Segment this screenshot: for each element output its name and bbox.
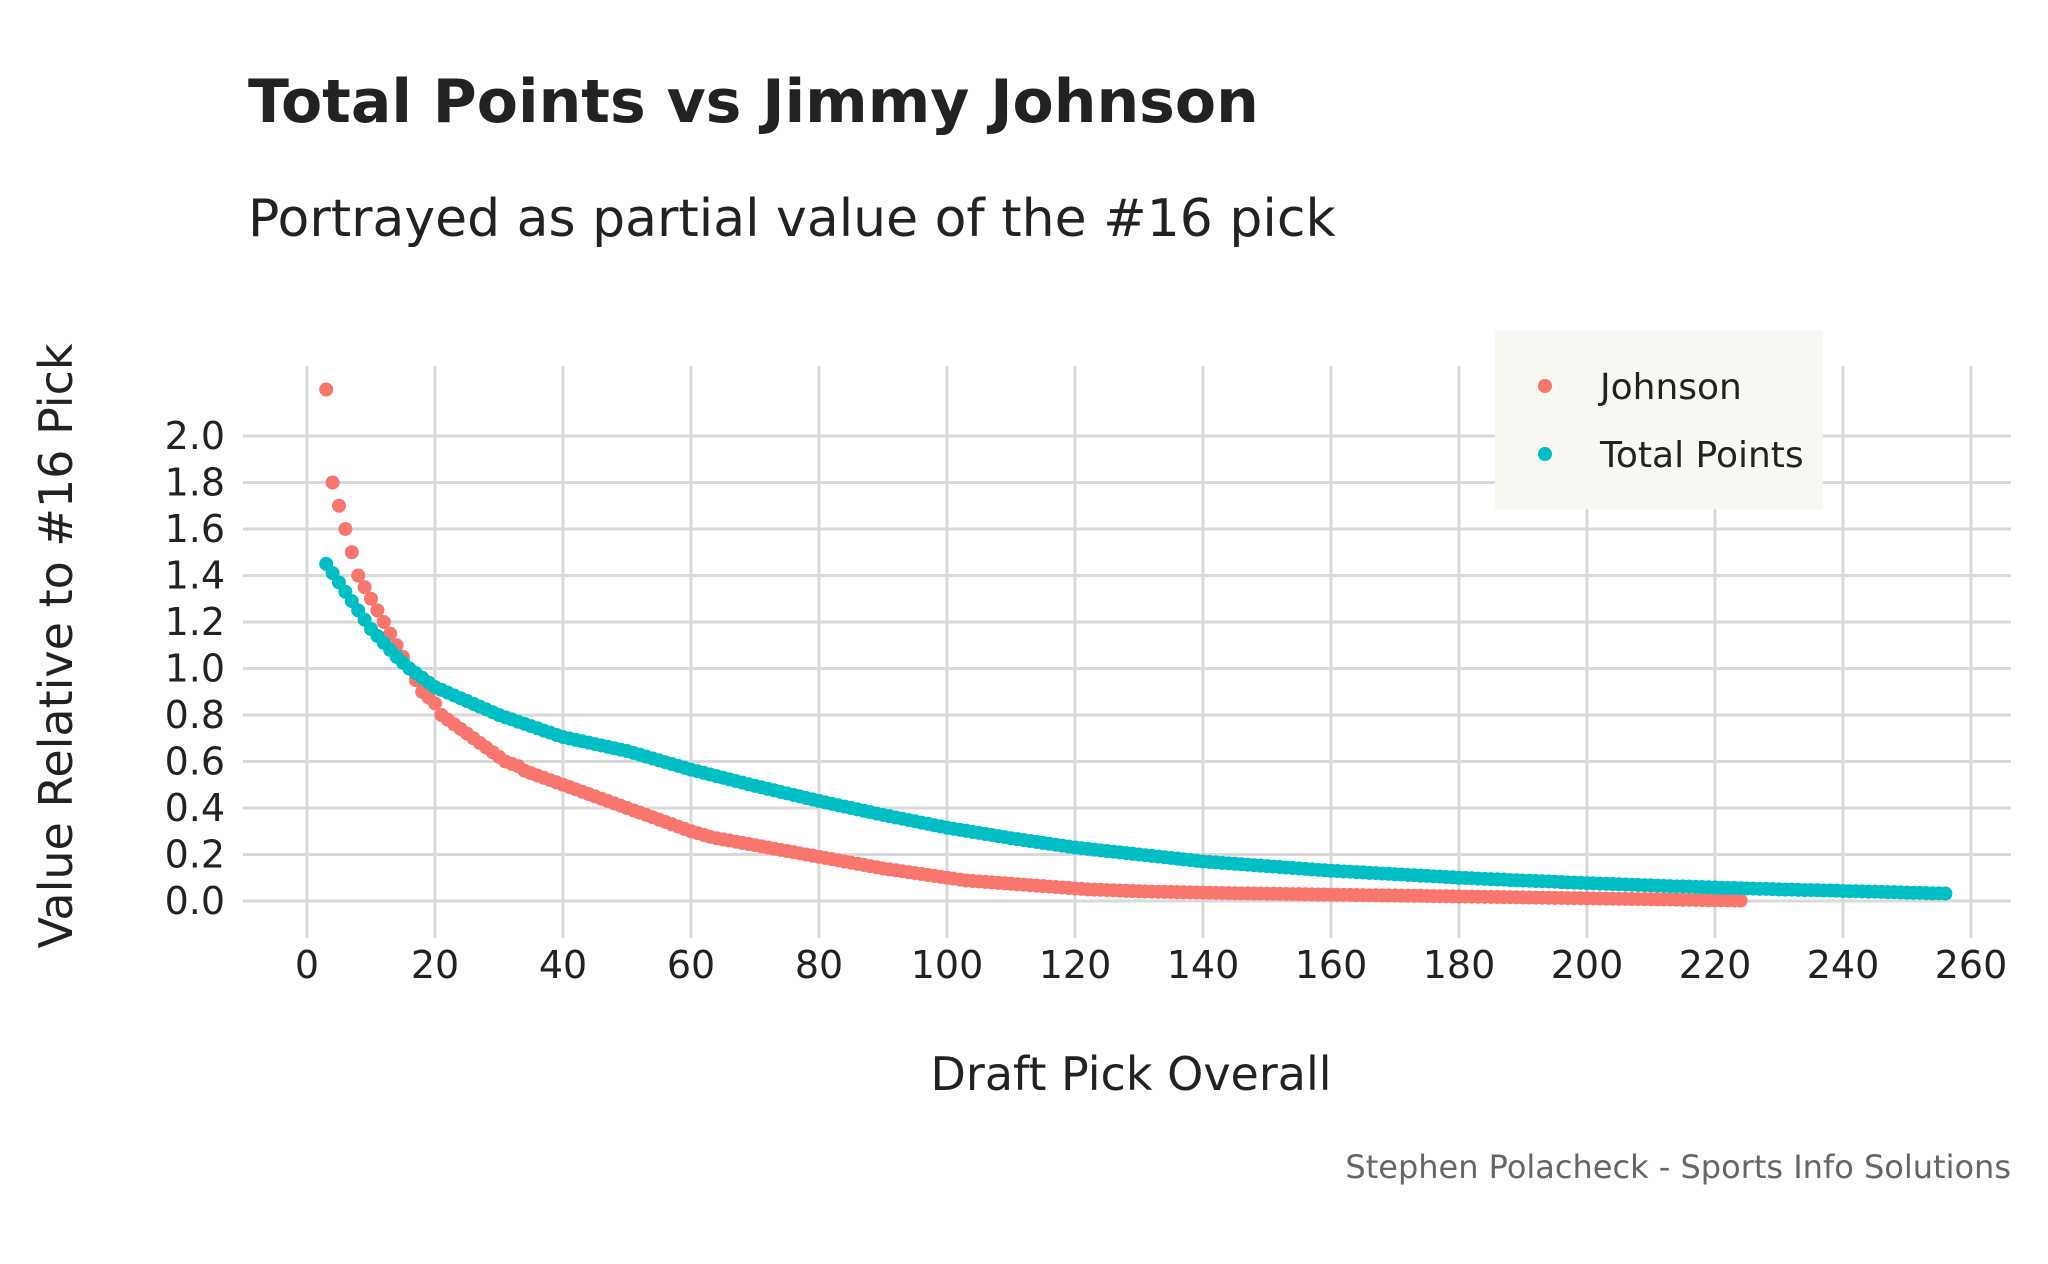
y-tick-label: 0.2: [165, 833, 225, 877]
y-tick-label: 1.8: [165, 461, 225, 505]
series-johnson: [319, 382, 1748, 908]
x-tick-label: 140: [1167, 943, 1240, 987]
point-johnson: [319, 382, 334, 397]
y-axis-title: Value Relative to #16 Pick: [29, 343, 83, 948]
point-johnson: [376, 615, 391, 629]
point-johnson: [1733, 893, 1748, 908]
data-points: [319, 382, 1953, 908]
series-total-points: [319, 556, 1953, 901]
legend: Johnson Total Points: [1495, 331, 1823, 509]
chart-subtitle: Portrayed as partial value of the #16 pi…: [248, 189, 1336, 249]
point-johnson: [364, 591, 378, 606]
point-johnson: [370, 603, 385, 618]
point-johnson: [325, 475, 340, 490]
y-tick-label: 1.0: [165, 647, 225, 691]
point-johnson: [338, 522, 353, 536]
x-tick-label: 260: [1935, 943, 2008, 987]
point-johnson: [428, 696, 442, 711]
legend-total-points-marker: [1538, 447, 1552, 461]
legend-johnson-marker: [1538, 379, 1552, 393]
x-tick-label: 220: [1679, 943, 1752, 987]
x-tick-label: 0: [295, 943, 319, 987]
chart-title: Total Points vs Jimmy Johnson: [248, 67, 1259, 137]
x-tick-label: 200: [1551, 943, 1624, 987]
y-tick-label: 0.8: [165, 693, 225, 737]
y-tick-label: 1.4: [165, 554, 225, 598]
y-tick-label: 0.6: [165, 740, 225, 784]
x-tick-label: 20: [411, 943, 459, 987]
legend-background: [1495, 331, 1823, 509]
point-johnson: [332, 498, 346, 513]
y-tick-label: 1.2: [165, 600, 225, 644]
chart-caption: Stephen Polacheck - Sports Info Solution…: [1345, 1148, 2011, 1186]
y-tick-label: 1.6: [165, 507, 225, 551]
point-johnson: [344, 545, 359, 560]
legend-johnson-label: Johnson: [1598, 367, 1742, 408]
point-johnson: [357, 580, 372, 595]
y-tick-label: 2.0: [165, 414, 225, 458]
y-axis-ticks: 0.00.20.40.60.81.01.21.41.61.82.0: [165, 414, 225, 923]
x-tick-label: 180: [1423, 943, 1496, 987]
x-tick-label: 160: [1295, 943, 1368, 987]
y-tick-label: 0.4: [165, 786, 225, 830]
y-tick-label: 0.0: [165, 879, 225, 923]
x-tick-label: 80: [795, 943, 843, 987]
x-tick-label: 40: [539, 943, 587, 987]
point-total-points: [1938, 886, 1953, 901]
x-tick-label: 120: [1039, 943, 1112, 987]
x-tick-label: 240: [1807, 943, 1880, 987]
x-tick-label: 60: [667, 943, 715, 987]
x-tick-label: 100: [911, 943, 984, 987]
x-axis-title: Draft Pick Overall: [930, 1047, 1331, 1101]
point-johnson: [351, 568, 366, 583]
gridlines: [243, 366, 2011, 938]
x-axis-ticks: 0 20 40 60 80 100 120 140 160 180 200 220 240 260: [295, 943, 2007, 987]
legend-total-points-label: Total Points: [1599, 435, 1804, 476]
